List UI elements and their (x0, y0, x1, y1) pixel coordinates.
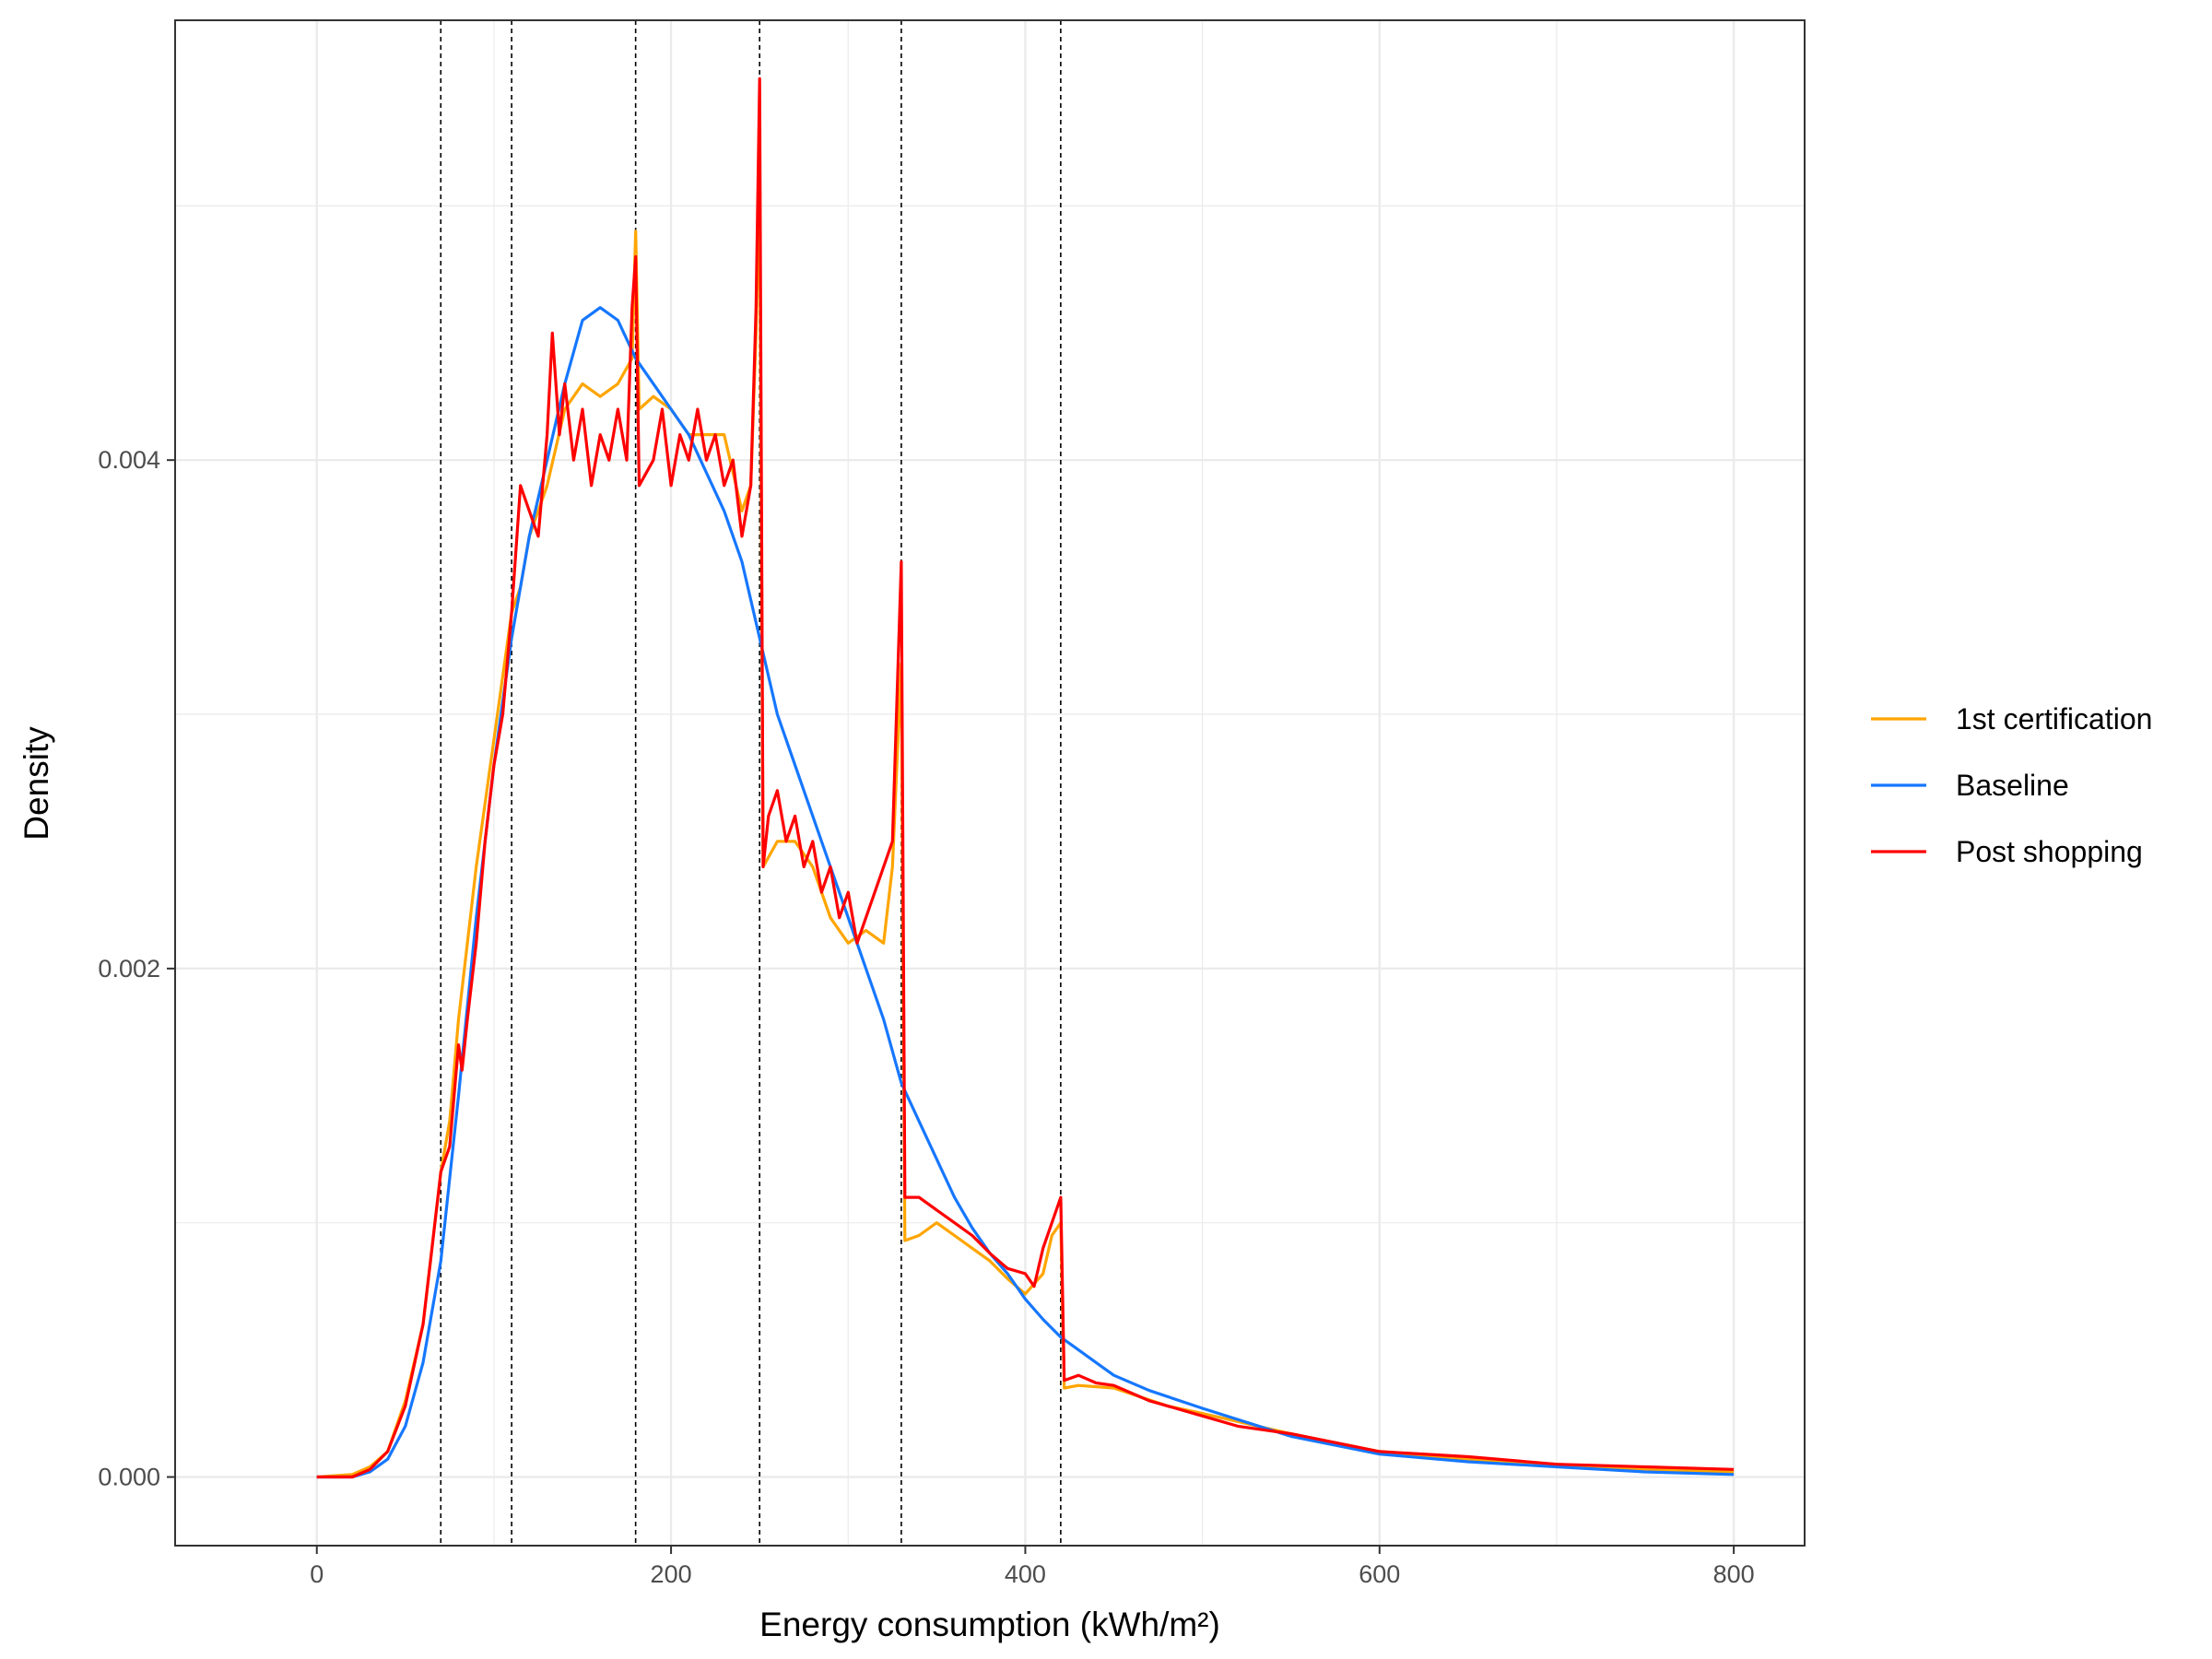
legend: 1st certification Baseline Post shopping (1871, 702, 2152, 868)
series-lines (316, 76, 1735, 1479)
y-axis-ticks: 0.000 0.002 0.004 (98, 446, 175, 1491)
x-tick-label: 400 (1005, 1560, 1046, 1588)
series-line-post-shopping (316, 76, 1735, 1479)
x-axis-title: Energy consumption (kWh/m²) (759, 1606, 1220, 1643)
grid-minor (175, 20, 1805, 1546)
y-axis-title: Density (18, 726, 55, 841)
x-tick-label: 800 (1713, 1560, 1755, 1588)
legend-label: 1st certification (1956, 702, 2152, 735)
x-tick-label: 0 (310, 1560, 324, 1588)
plot-border (174, 19, 1806, 1547)
y-tick-label: 0.000 (98, 1464, 160, 1491)
grid-major (175, 20, 1805, 1546)
plot-background (175, 20, 1805, 1546)
threshold-lines (440, 20, 1062, 1546)
y-tick-label: 0.002 (98, 955, 160, 982)
legend-label: Baseline (1956, 769, 2069, 802)
x-tick-label: 200 (651, 1560, 692, 1588)
x-tick-label: 600 (1359, 1560, 1400, 1588)
legend-label: Post shopping (1956, 835, 2143, 868)
y-tick-label: 0.004 (98, 446, 160, 474)
x-axis-ticks: 0 200 400 600 800 (310, 1546, 1755, 1588)
